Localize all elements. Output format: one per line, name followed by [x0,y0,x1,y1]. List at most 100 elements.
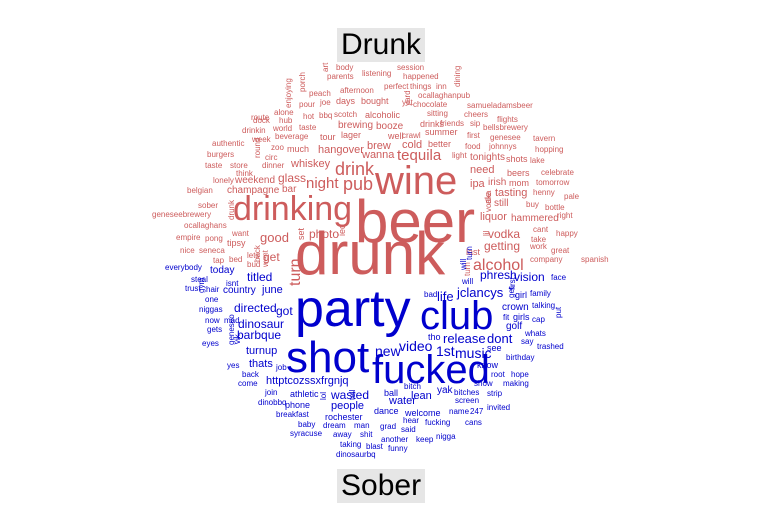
drunk-word: summer [425,127,458,137]
sober-word: barbque [237,328,282,342]
drunk-word: hot [303,112,315,121]
sober-word: got [276,304,293,318]
sober-word: fucking [425,418,451,427]
sober-word: taking [340,440,362,449]
sober-word: family [530,289,551,298]
drunk-word: bed [229,255,243,264]
drunk-word: burgers [207,150,235,159]
sober-word: come [238,379,258,388]
drunk-word: tap [213,256,225,265]
sober-word: thats [249,358,273,370]
drunk-word: bbq [319,111,333,120]
sober-word: niggas [199,305,223,314]
drunk-word: tipsy [227,238,246,248]
drunk-word: hangover [318,144,364,156]
sober-word: hear [403,416,420,425]
drunk-word: ipa [470,178,485,190]
drunk-word: samueladamsbeer [467,101,533,110]
drunk-word: drunk [227,199,236,220]
drunk-word: drinks [420,119,445,129]
drunk-word: take [531,235,547,244]
sober-word: keep [416,435,434,444]
drunk-word: afternoon [340,86,374,95]
drunk-word: first [467,131,480,140]
drunk-word: taste [299,123,317,132]
sober-word: grad [380,422,397,431]
drunk-word: went [261,250,270,267]
drunk-word: taste [205,161,223,170]
drunk-word: irish [488,177,507,188]
sober-word: another [381,435,409,444]
sober-word: said [401,425,416,434]
drunk-word: scotch [334,110,358,119]
sober-word: dinosaur [238,317,285,331]
drunk-word: pub [343,174,374,194]
drunk-word: tequila [397,147,442,164]
drunk-word: good [260,230,289,245]
drunk-word: body [336,63,354,72]
sober-word: invited [487,403,511,412]
sober-word: cap [532,315,545,324]
sober-word: life [437,289,454,304]
sober-word: june [262,284,283,296]
sober-word: 1st [436,343,455,359]
sober-word: lol [319,391,328,400]
sober-word: man [354,421,370,430]
drunk-word: nice [180,246,195,255]
drunk-word: hammered [511,213,559,224]
drunk-word: peach [309,89,331,98]
sober-word: party [295,280,411,338]
drunk-word: alcoholic [365,110,401,120]
sober-word: dinobbq [258,398,287,407]
sober-word: dream [323,421,346,430]
drunk-word: lets [247,251,260,260]
drunk-word: porch [298,71,307,92]
drunk-word: photo [309,227,340,241]
drunk-word: much [287,144,310,154]
drunk-word: seneca [199,246,225,255]
drunk-word: beverage [275,132,309,141]
drunk-word: beer [355,188,476,255]
drunk-word: wanna [362,149,395,161]
drunk-word: bought [361,96,389,106]
drunk-word: round [253,137,262,158]
sober-word: hair [206,285,220,294]
sober-word: mad [224,316,240,325]
drunk-word: pale [564,192,580,201]
drunk-word: whiskey [291,158,331,170]
drunk-word: alcohol [473,257,524,274]
sober-word: birthday [506,353,535,362]
sober-word: yes [227,361,240,370]
drunk-word: crawl [402,131,421,140]
sober-word: ball [384,388,399,398]
drunk-word: brew [367,140,391,152]
drunk-word: beers [507,168,530,178]
sober-word: fit [503,313,510,322]
drunk-word: getting [484,239,521,253]
sober-word: release [443,331,486,346]
sober-word: talking [532,301,556,310]
drunk-word: dining [453,65,462,87]
drunk-word: henny [533,188,555,197]
drunk-word: mom [509,178,529,188]
drunk-word: yet [402,98,413,107]
sober-word: trashed [537,342,564,351]
drunk-word: still [494,198,509,209]
drunk-word: better [428,139,452,149]
drunk-word: shots [506,154,528,164]
drunk-word: vodka [488,227,521,241]
sober-word: tell [348,389,357,400]
sober-word: dance [374,406,399,416]
drunk-word: dock [253,116,270,125]
drunk-word: tonights [470,152,506,163]
drunk-word: johnnys [489,142,517,151]
drunk-word: zoo [271,143,284,152]
sober-word: bitch [404,382,421,391]
drunk-word: circ [265,153,278,162]
sober-word: blast [366,442,383,451]
sober-word: root [491,370,505,379]
drunk-word: ocallaghans [184,221,227,230]
sober-word: trust [185,284,201,293]
drunk-word: wine [375,159,458,203]
drunk-word: hub [279,116,293,125]
